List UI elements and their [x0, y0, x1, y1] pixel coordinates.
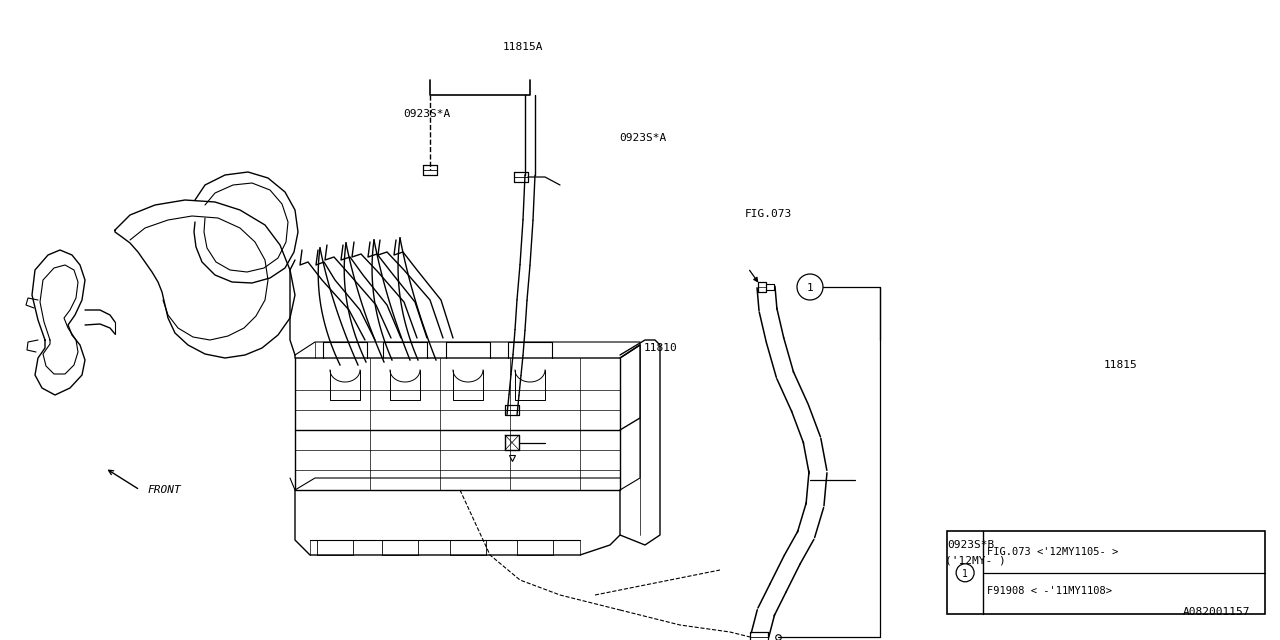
Text: 0923S*A: 0923S*A — [403, 109, 451, 119]
Text: 0923S*B: 0923S*B — [947, 540, 995, 550]
Text: 1: 1 — [806, 283, 813, 293]
Text: 0923S*A: 0923S*A — [620, 132, 667, 143]
Text: 11815: 11815 — [1103, 360, 1137, 370]
Text: F91908 < -'11MY1108>: F91908 < -'11MY1108> — [987, 586, 1112, 596]
Text: 11815A: 11815A — [503, 42, 544, 52]
Text: FRONT: FRONT — [148, 485, 182, 495]
Text: FIG.073 <'12MY1105- >: FIG.073 <'12MY1105- > — [987, 547, 1119, 557]
Text: ('12MY- ): ('12MY- ) — [945, 556, 1005, 566]
Text: FIG.073: FIG.073 — [745, 209, 792, 219]
Text: 11810: 11810 — [644, 342, 677, 353]
Text: A082001157: A082001157 — [1183, 607, 1251, 617]
Bar — [947, 531, 1265, 614]
Text: 1: 1 — [963, 569, 968, 579]
